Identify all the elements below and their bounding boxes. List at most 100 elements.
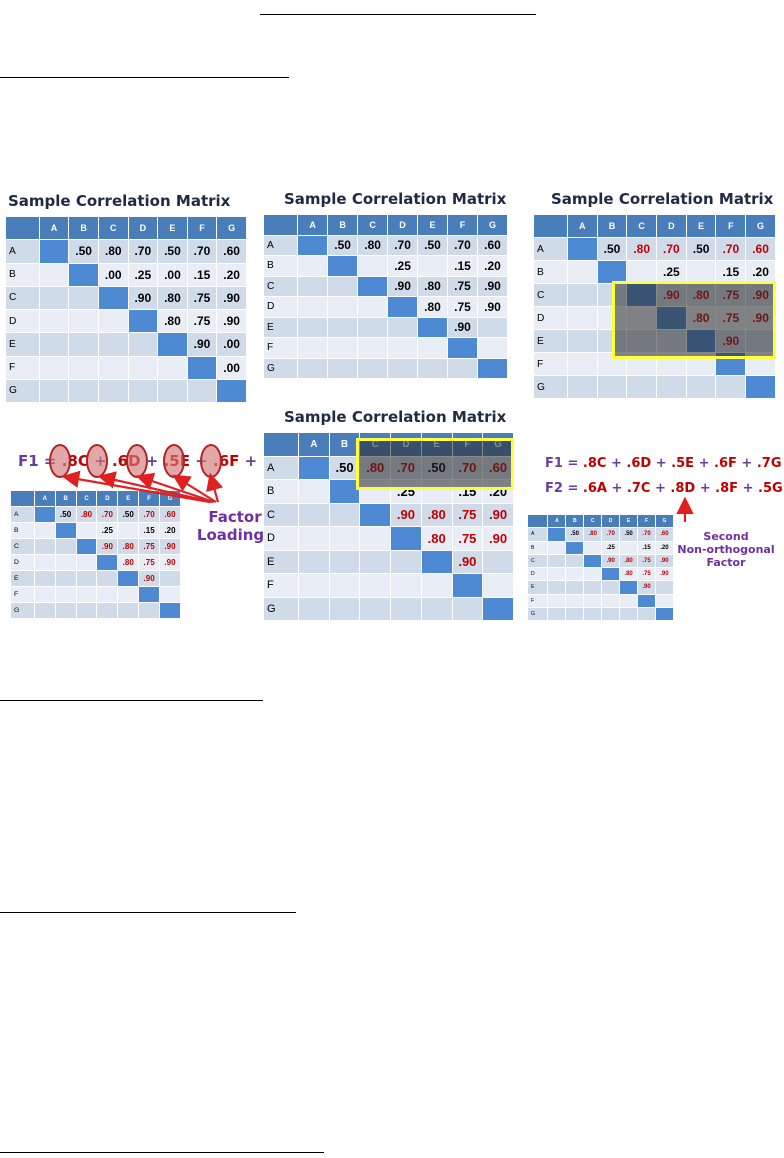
diagonal-cell xyxy=(159,602,181,619)
correlation-cell xyxy=(619,593,639,608)
correlation-cell xyxy=(390,549,422,574)
matrix-row: B .25.15.20 xyxy=(526,540,674,555)
correlation-cell: .90 xyxy=(216,308,247,334)
row-label: A xyxy=(526,527,549,542)
correlation-cell xyxy=(547,566,567,582)
row-label: E xyxy=(10,570,35,587)
correlation-cell xyxy=(626,375,658,399)
matrix-row: F xyxy=(262,337,508,359)
panel1-matrix: A B C D E F G A .50.80.70.50.70.60 B .00.25.00.15.… xyxy=(5,215,247,404)
diagonal-cell xyxy=(216,378,247,404)
panel1-title: Sample Correlation Matrix xyxy=(8,192,231,210)
correlation-cell xyxy=(565,553,585,569)
matrix-row: B .00.25.00.15.20 xyxy=(5,262,247,287)
correlation-cell: .50 xyxy=(157,239,188,264)
correlation-cell xyxy=(596,375,628,399)
correlation-cell: .25 xyxy=(127,262,159,287)
correlation-cell xyxy=(637,606,656,622)
correlation-cell: .70 xyxy=(637,527,656,542)
correlation-cell xyxy=(547,606,567,622)
correlation-cell xyxy=(583,580,603,595)
correlation-cell xyxy=(601,580,621,595)
diagonal-cell xyxy=(359,502,392,527)
diagonal-cell xyxy=(619,580,639,595)
row-label: D xyxy=(526,566,549,582)
row-label: G xyxy=(533,375,568,399)
correlation-cell xyxy=(566,329,598,353)
correlation-cell: .70 xyxy=(447,234,478,256)
correlation-cell xyxy=(565,606,585,622)
matrix-row: C.90.80.75.90 xyxy=(526,553,674,569)
correlation-cell: .50 xyxy=(328,455,361,480)
correlation-cell xyxy=(619,606,639,622)
row-label: F xyxy=(263,573,299,598)
diagonal-cell xyxy=(96,554,119,571)
diagonal-cell xyxy=(420,549,453,574)
matrix-row: F xyxy=(263,573,514,598)
loading-oval-2 xyxy=(86,444,108,478)
correlation-cell xyxy=(566,283,598,307)
correlation-cell xyxy=(565,566,585,582)
row-label: E xyxy=(533,329,568,353)
correlation-cell xyxy=(298,526,330,551)
column-header: A xyxy=(547,513,567,529)
correlation-cell: .20 xyxy=(159,522,181,539)
correlation-cell xyxy=(327,296,359,318)
correlation-cell: .20 xyxy=(216,262,247,287)
correlation-cell: .80 xyxy=(626,237,658,261)
correlation-cell xyxy=(619,540,639,555)
correlation-cell xyxy=(547,540,567,555)
loading-oval-1 xyxy=(49,444,71,478)
correlation-cell xyxy=(685,375,717,399)
correlation-cell xyxy=(420,573,453,598)
row-label: E xyxy=(526,580,549,595)
panel3-title: Sample Correlation Matrix xyxy=(551,190,774,208)
correlation-cell: .75 xyxy=(186,285,218,311)
row-label: A xyxy=(533,237,568,261)
correlation-cell xyxy=(357,316,389,338)
correlation-cell: .70 xyxy=(96,506,119,523)
correlation-cell xyxy=(97,355,129,380)
matrix-row: A.50.80.70.50.70.60 xyxy=(5,239,247,264)
matrix-row: G xyxy=(5,378,247,404)
correlation-cell xyxy=(33,554,56,571)
matrix-row: G xyxy=(533,375,776,399)
correlation-cell xyxy=(357,255,389,277)
row-label: F xyxy=(262,337,299,359)
diagonal-cell xyxy=(654,606,674,622)
correlation-cell: .80 xyxy=(157,285,188,311)
correlation-cell: .75 xyxy=(451,526,484,551)
correlation-cell xyxy=(583,593,603,608)
diagonal-cell xyxy=(451,573,484,598)
diagonal-cell xyxy=(547,527,567,542)
diagonal-cell xyxy=(186,355,218,380)
correlation-cell: .60 xyxy=(159,506,181,523)
row-label: C xyxy=(526,553,549,569)
column-header: C xyxy=(626,214,658,238)
heading-rule-4 xyxy=(0,1152,324,1153)
column-header: C xyxy=(357,214,389,236)
row-label: D xyxy=(263,526,299,551)
heading-rule-1 xyxy=(0,77,289,78)
diagonal-cell xyxy=(476,357,508,379)
diagonal-cell xyxy=(637,593,656,608)
correlation-cell: .60 xyxy=(216,239,247,264)
matrix-row: B .25.15.20 xyxy=(262,255,508,277)
column-header: B xyxy=(596,214,628,238)
correlation-cell xyxy=(127,378,159,404)
row-label: D xyxy=(533,306,568,330)
matrix-corner-cell xyxy=(10,490,35,507)
matrix-corner-cell xyxy=(526,513,549,529)
correlation-cell: .80 xyxy=(97,239,129,264)
row-label: E xyxy=(263,549,299,574)
matrix-row: C.90.80.75.90 xyxy=(5,285,247,311)
diagonal-cell xyxy=(583,553,603,569)
correlation-cell: .75 xyxy=(447,275,478,297)
correlation-cell: .90 xyxy=(138,570,161,587)
correlation-cell xyxy=(327,337,359,359)
panel5-highlight-box xyxy=(356,438,514,490)
panel5-title: Sample Correlation Matrix xyxy=(284,408,507,426)
heading-rule-3 xyxy=(0,912,296,913)
